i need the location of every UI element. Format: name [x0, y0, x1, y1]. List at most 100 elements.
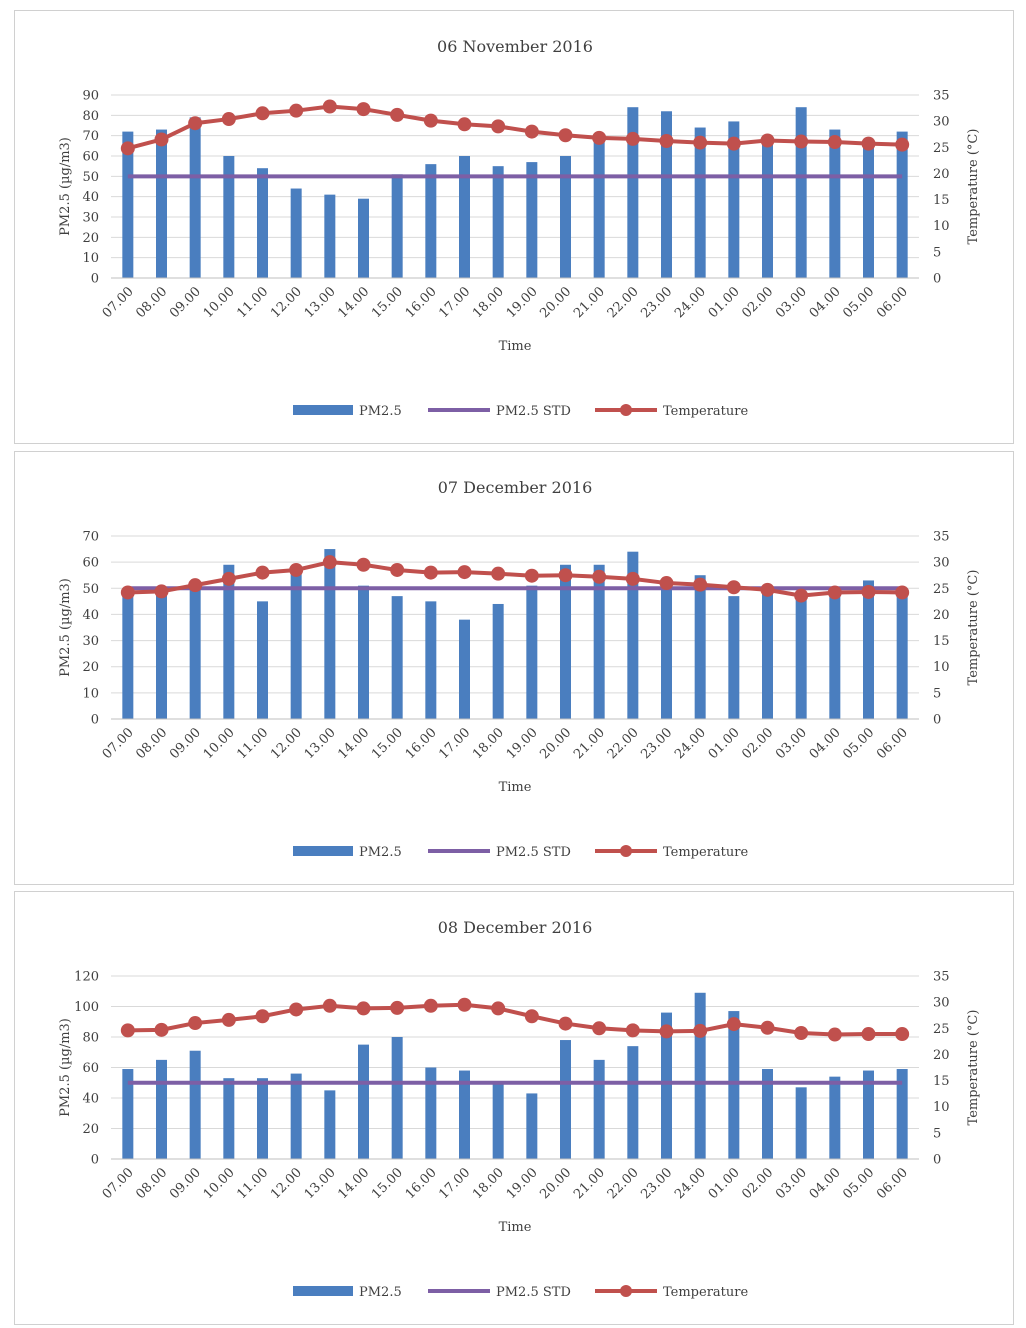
point-temperature: [188, 116, 203, 131]
x-tick-label: 15.00: [369, 1165, 406, 1202]
bar-pm25: [459, 619, 470, 719]
y2-axis-label: Temperature (°C): [966, 570, 981, 686]
point-temperature: [524, 124, 539, 139]
legend-swatch-pm25: [293, 405, 353, 415]
x-tick-label: 13.00: [302, 1165, 339, 1202]
point-temperature: [423, 565, 438, 580]
point-temperature: [221, 571, 236, 586]
bar-pm25: [122, 131, 134, 278]
point-temperature: [356, 1001, 371, 1016]
y2-tick-label: 25: [933, 1022, 950, 1037]
x-tick-label: 09.00: [167, 1165, 204, 1202]
chart-svg-2: 07 December 2016 0 10 20 30 40 50 60 70 0 5 10 15 20 2…: [58, 478, 981, 860]
x-tick-label: 08.00: [133, 725, 170, 762]
point-temperature: [423, 998, 438, 1013]
bar-pm25: [762, 588, 773, 719]
point-temperature: [760, 133, 775, 148]
point-temperature: [423, 113, 438, 128]
x-tick-label: 16.00: [403, 284, 440, 321]
x-tick-label: 11.00: [234, 284, 271, 321]
x-tick-label: 14.00: [335, 1165, 372, 1202]
legend-label-temperature: Temperature: [663, 1285, 748, 1300]
x-tick-label: 19.00: [504, 1165, 541, 1202]
legend-label-temperature: Temperature: [663, 845, 748, 860]
x-tick-label: 24.00: [672, 284, 709, 321]
x-tick-label: 03.00: [773, 1165, 810, 1202]
point-temperature: [827, 585, 842, 600]
y2-tick-label: 35: [933, 530, 950, 545]
point-temperature: [592, 130, 607, 145]
bar-pm25: [627, 551, 639, 719]
bar-pm25: [223, 564, 235, 719]
bar-pm25: [223, 156, 235, 278]
x-tick-label: 23.00: [638, 725, 675, 762]
bar-pm25: [795, 593, 807, 719]
legend-marker-temperature: [620, 845, 632, 857]
bar-pm25: [492, 166, 504, 278]
point-temperature: [255, 565, 270, 580]
bar-pm25: [492, 603, 504, 719]
bar-pm25: [863, 1070, 874, 1159]
y-axis-label: PM2.5 (µg/m3): [58, 578, 73, 677]
y-tick-label: 0: [91, 1153, 99, 1168]
point-temperature: [221, 1012, 236, 1027]
point-temperature: [659, 576, 674, 591]
y2-tick-label: 15: [933, 1074, 950, 1089]
legend-label-pm25-std: PM2.5 STD: [496, 1285, 571, 1300]
bar-pm25: [627, 107, 639, 278]
y-tick-label: 80: [82, 1031, 99, 1046]
x-tick-label: 11.00: [234, 1165, 271, 1202]
y-tick-label: 90: [82, 89, 99, 104]
x-tick-label: 03.00: [773, 284, 810, 321]
legend-marker-temperature: [620, 404, 632, 416]
point-temperature: [794, 134, 809, 149]
point-temperature: [760, 1020, 775, 1035]
x-tick-label: 18.00: [470, 725, 507, 762]
x-tick-label: 17.00: [436, 284, 473, 321]
point-temperature: [457, 997, 472, 1012]
chart-panel-1: 06 November 2016 0 10 20 30 40 50 60 70 80 90 0 5 10 1…: [14, 10, 1014, 444]
point-temperature: [457, 117, 472, 132]
chart-svg-3: 08 December 2016 0 20 40 60 80 100 120 0 5 10 15 20 2…: [58, 918, 981, 1300]
bar-pm25: [324, 194, 336, 278]
x-tick-label: 03.00: [773, 725, 810, 762]
x-tick-label: 06.00: [874, 725, 911, 762]
x-tick-label: 10.00: [201, 725, 238, 762]
bar-pm25: [762, 135, 773, 278]
bar-pm25: [290, 567, 302, 719]
y2-tick-label: 0: [933, 713, 941, 728]
bar-pm25: [560, 156, 571, 278]
y-tick-label: 40: [82, 1092, 99, 1107]
y2-tick-label: 10: [933, 219, 950, 234]
series-line-temperature: [127, 104, 903, 151]
y2-axis-label: Temperature (°C): [966, 1010, 981, 1126]
bar-pm25: [526, 1093, 538, 1159]
bar-pm25: [896, 131, 908, 278]
x-tick-label: 20.00: [537, 1165, 574, 1202]
bar-pm25: [391, 174, 403, 278]
point-temperature: [693, 1023, 708, 1038]
bar-pm25: [896, 1069, 908, 1159]
x-axis-label: Time: [499, 1220, 532, 1235]
chart-title: 08 December 2016: [438, 918, 593, 937]
y-tick-label: 120: [74, 970, 99, 985]
point-temperature: [726, 136, 741, 151]
x-tick-label: 23.00: [638, 284, 675, 321]
x-tick-label: 05.00: [840, 1165, 877, 1202]
legend-label-pm25: PM2.5: [359, 404, 402, 419]
bar-pm25: [795, 107, 807, 278]
x-tick-label: 13.00: [302, 725, 339, 762]
y2-tick-label: 25: [933, 582, 950, 597]
point-temperature: [322, 555, 337, 570]
point-temperature: [895, 137, 910, 152]
legend-label-pm25: PM2.5: [359, 1285, 402, 1300]
x-tick-label: 05.00: [840, 725, 877, 762]
y2-tick-label: 20: [933, 167, 950, 182]
point-temperature: [221, 112, 236, 127]
bar-pm25: [156, 588, 167, 719]
x-tick-label: 05.00: [840, 284, 877, 321]
bar-pm25: [257, 168, 268, 278]
point-temperature: [457, 565, 472, 580]
x-tick-label: 08.00: [133, 1165, 170, 1202]
chart-panel-3: 08 December 2016 0 20 40 60 80 100 120 0 5 10 15 20 2…: [14, 891, 1014, 1325]
